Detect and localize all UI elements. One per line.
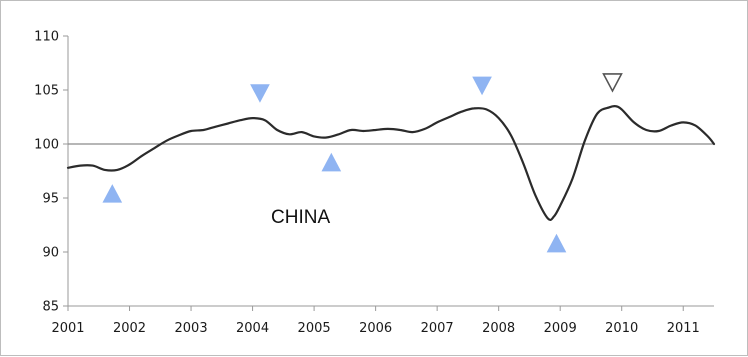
trough-marker <box>546 233 567 253</box>
x-tick-label: 2001 <box>51 321 84 336</box>
x-tick-label: 2008 <box>482 321 515 336</box>
x-tick-label: 2004 <box>236 321 269 336</box>
x-tick-label: 2003 <box>175 321 208 336</box>
x-tick-label: 2010 <box>605 321 638 336</box>
x-tick-label: 2006 <box>359 321 392 336</box>
peak-marker <box>602 73 623 93</box>
trough-marker <box>321 152 342 172</box>
y-tick-label: 100 <box>34 138 59 153</box>
series-line <box>66 104 716 222</box>
trough-marker <box>102 184 123 203</box>
y-tick-label: 90 <box>42 246 59 261</box>
x-tick-label: 2011 <box>667 321 700 336</box>
peak-marker <box>472 76 492 96</box>
y-tick-label: 95 <box>42 192 59 207</box>
y-tick-label: 105 <box>34 84 59 99</box>
x-tick-label: 2005 <box>298 321 331 336</box>
y-tick-label: 110 <box>34 30 59 45</box>
y-tick-label: 85 <box>42 300 59 315</box>
x-tick-label: 2002 <box>113 321 146 336</box>
x-tick-label: 2009 <box>544 321 577 336</box>
peak-marker <box>250 84 270 103</box>
chart-annotation: CHINA <box>271 207 330 228</box>
x-tick-label: 2007 <box>421 321 454 336</box>
